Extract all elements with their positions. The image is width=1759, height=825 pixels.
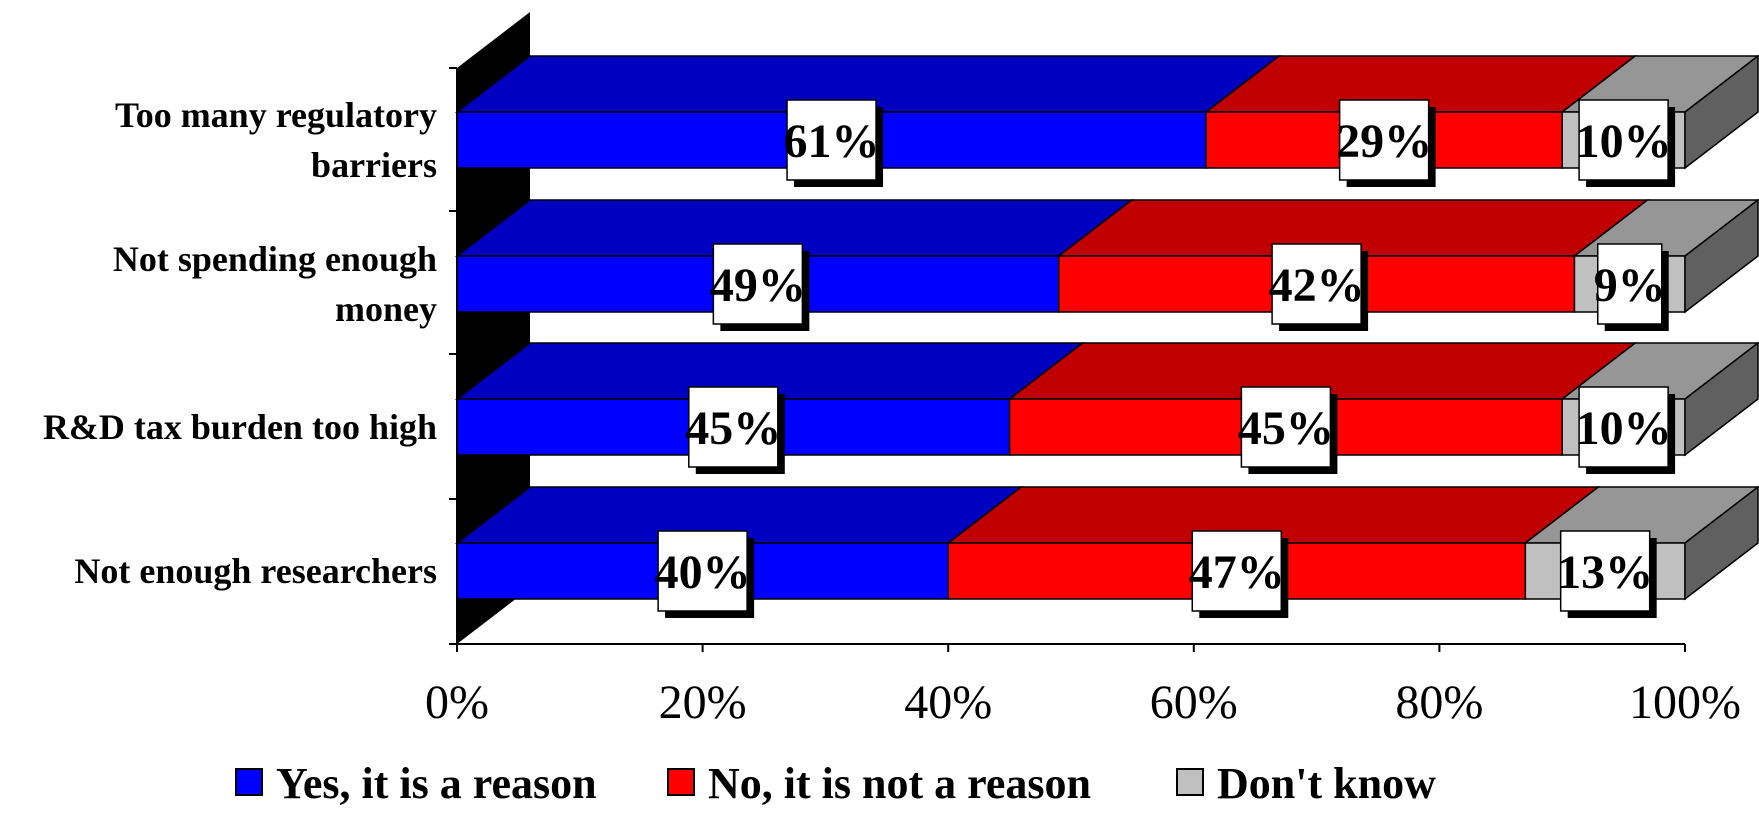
category-label: R&D tax burden too high bbox=[43, 407, 437, 447]
category-label-line: barriers bbox=[311, 145, 437, 185]
data-label-text: 45% bbox=[685, 402, 781, 455]
data-label: 47% bbox=[1189, 531, 1289, 618]
data-label: 45% bbox=[685, 387, 785, 474]
chart-bars bbox=[457, 56, 1758, 599]
data-label-text: 61% bbox=[784, 115, 880, 168]
data-label-text: 47% bbox=[1189, 546, 1285, 599]
data-label-text: 40% bbox=[655, 546, 751, 599]
x-tick-label: 60% bbox=[1150, 676, 1238, 729]
legend-swatch bbox=[236, 769, 262, 795]
legend-item: Don't know bbox=[1177, 759, 1436, 808]
data-label: 61% bbox=[784, 100, 884, 187]
category-label-line: money bbox=[335, 289, 437, 329]
legend-label: Don't know bbox=[1217, 759, 1436, 808]
category-axis: Too many regulatory barriers Not spending … bbox=[43, 68, 457, 644]
legend-item: No, it is not a reason bbox=[668, 759, 1091, 808]
category-label-line: Too many regulatory bbox=[115, 95, 437, 135]
data-label: 42% bbox=[1269, 244, 1369, 331]
x-tick-label: 0% bbox=[425, 676, 489, 729]
legend-item: Yes, it is a reason bbox=[236, 759, 597, 808]
category-label: Too many regulatory barriers bbox=[115, 95, 437, 185]
data-label-text: 10% bbox=[1576, 402, 1672, 455]
category-label-line: R&D tax burden too high bbox=[43, 407, 437, 447]
data-label-text: 10% bbox=[1576, 115, 1672, 168]
x-tick-label: 20% bbox=[659, 676, 747, 729]
legend-swatch bbox=[1177, 769, 1203, 795]
data-label: 9% bbox=[1594, 244, 1669, 331]
legend: Yes, it is a reason No, it is not a reaso… bbox=[236, 759, 1436, 808]
data-label-text: 13% bbox=[1557, 546, 1653, 599]
legend-label: Yes, it is a reason bbox=[276, 759, 597, 808]
category-label: Not enough researchers bbox=[74, 551, 437, 591]
category-label-line: Not spending enough bbox=[113, 239, 437, 279]
data-label: 10% bbox=[1576, 387, 1676, 474]
x-tick-label: 80% bbox=[1395, 676, 1483, 729]
data-label: 45% bbox=[1238, 387, 1338, 474]
data-label: 10% bbox=[1576, 100, 1676, 187]
x-tick-label: 40% bbox=[904, 676, 992, 729]
data-label: 13% bbox=[1557, 531, 1657, 618]
x-tick-label: 100% bbox=[1629, 676, 1741, 729]
data-label-text: 9% bbox=[1594, 259, 1666, 312]
legend-swatch bbox=[668, 769, 694, 795]
data-label-text: 29% bbox=[1336, 115, 1432, 168]
data-label: 29% bbox=[1336, 100, 1436, 187]
category-label: Not spending enough money bbox=[113, 239, 437, 329]
category-label-line: Not enough researchers bbox=[74, 551, 437, 591]
data-label-text: 49% bbox=[710, 259, 806, 312]
data-label: 49% bbox=[710, 244, 810, 331]
data-label-text: 45% bbox=[1238, 402, 1334, 455]
x-axis: 0% 20% 40% 60% 80% 100% bbox=[425, 644, 1741, 729]
data-label-text: 42% bbox=[1269, 259, 1365, 312]
data-label: 40% bbox=[655, 531, 755, 618]
legend-label: No, it is not a reason bbox=[708, 759, 1091, 808]
